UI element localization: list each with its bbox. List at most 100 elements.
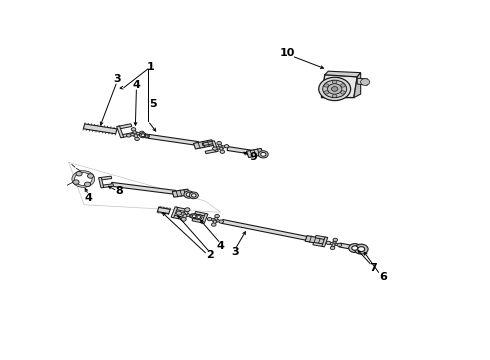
Circle shape (261, 152, 266, 156)
Circle shape (213, 147, 217, 150)
Polygon shape (82, 175, 92, 180)
Text: 2: 2 (206, 250, 214, 260)
Polygon shape (98, 177, 104, 188)
Circle shape (176, 211, 181, 215)
Polygon shape (171, 207, 178, 218)
Circle shape (224, 145, 229, 148)
Polygon shape (134, 134, 138, 139)
Polygon shape (227, 147, 252, 154)
Circle shape (192, 194, 196, 197)
Circle shape (352, 246, 358, 250)
Text: 9: 9 (249, 152, 257, 162)
Circle shape (341, 84, 345, 87)
Polygon shape (178, 212, 186, 216)
Circle shape (74, 173, 92, 185)
Polygon shape (315, 235, 326, 240)
Circle shape (361, 79, 369, 85)
Circle shape (217, 141, 221, 145)
Circle shape (79, 176, 87, 182)
Polygon shape (82, 178, 89, 185)
Polygon shape (118, 124, 132, 129)
Circle shape (326, 241, 331, 244)
Circle shape (73, 180, 79, 184)
Text: 8: 8 (116, 186, 123, 196)
Circle shape (189, 214, 195, 218)
Polygon shape (135, 132, 142, 135)
Circle shape (132, 132, 139, 136)
Polygon shape (322, 237, 328, 247)
Polygon shape (128, 133, 136, 136)
Circle shape (145, 135, 148, 137)
Polygon shape (202, 141, 214, 146)
Polygon shape (121, 132, 135, 138)
Polygon shape (321, 75, 357, 98)
Polygon shape (331, 244, 335, 248)
Circle shape (189, 192, 198, 199)
Text: 6: 6 (379, 272, 387, 282)
Circle shape (331, 87, 338, 91)
Circle shape (185, 208, 190, 212)
Circle shape (182, 212, 189, 217)
Text: 5: 5 (149, 99, 157, 109)
Circle shape (181, 217, 186, 221)
Circle shape (140, 133, 147, 138)
Circle shape (72, 171, 95, 187)
Circle shape (212, 218, 219, 222)
Polygon shape (102, 184, 114, 188)
Polygon shape (220, 145, 227, 148)
Polygon shape (75, 178, 84, 183)
Polygon shape (185, 213, 193, 217)
Text: 4: 4 (217, 242, 225, 251)
Circle shape (191, 214, 197, 219)
Polygon shape (218, 143, 222, 148)
Polygon shape (184, 210, 189, 215)
Polygon shape (172, 189, 190, 197)
Circle shape (358, 247, 365, 252)
Text: 1: 1 (147, 62, 154, 72)
Polygon shape (148, 134, 198, 145)
Polygon shape (357, 78, 368, 85)
Text: 10: 10 (279, 49, 295, 58)
Polygon shape (215, 219, 221, 222)
Text: 3: 3 (113, 74, 121, 84)
Circle shape (135, 137, 139, 141)
Circle shape (341, 91, 345, 94)
Polygon shape (111, 183, 175, 194)
Polygon shape (305, 235, 325, 244)
Circle shape (349, 244, 361, 252)
Text: 4: 4 (132, 80, 140, 90)
Circle shape (330, 246, 335, 249)
Polygon shape (77, 173, 85, 180)
Circle shape (327, 84, 342, 94)
Circle shape (337, 243, 342, 247)
Circle shape (131, 128, 136, 131)
Circle shape (332, 94, 337, 98)
Circle shape (84, 182, 91, 186)
Polygon shape (339, 243, 350, 249)
Polygon shape (205, 149, 217, 154)
Circle shape (258, 151, 268, 158)
Circle shape (324, 84, 329, 87)
Polygon shape (172, 215, 185, 220)
Text: 7: 7 (369, 263, 376, 273)
Circle shape (88, 174, 94, 178)
Polygon shape (175, 207, 188, 212)
Circle shape (141, 134, 145, 136)
Polygon shape (325, 71, 361, 77)
Circle shape (192, 215, 196, 217)
Circle shape (332, 80, 337, 84)
Circle shape (126, 134, 131, 137)
Polygon shape (194, 140, 214, 149)
Text: 3: 3 (231, 247, 239, 257)
Circle shape (333, 238, 338, 242)
Polygon shape (215, 147, 221, 149)
Circle shape (196, 215, 202, 220)
Polygon shape (209, 218, 216, 221)
Polygon shape (100, 176, 112, 180)
Circle shape (218, 145, 224, 150)
Circle shape (219, 220, 223, 223)
Polygon shape (334, 243, 340, 246)
Polygon shape (195, 211, 207, 216)
Circle shape (76, 171, 82, 176)
Circle shape (197, 216, 200, 219)
